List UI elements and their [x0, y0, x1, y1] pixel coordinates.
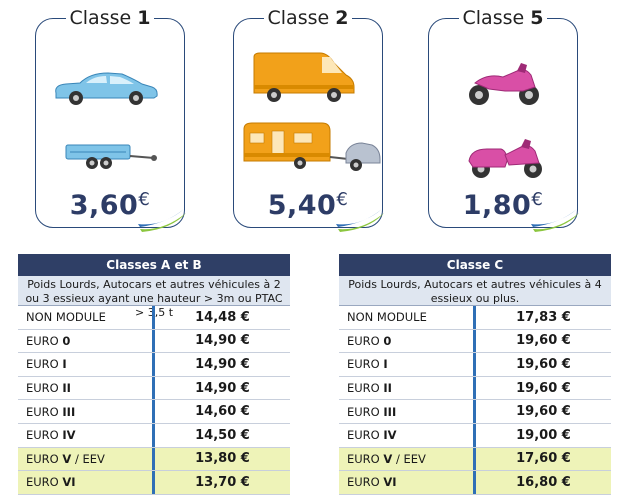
- motorcycle-sidecar-icon: [468, 139, 542, 178]
- table-row: EURO IV 14,50 €: [18, 423, 290, 448]
- caravan-icon: [243, 122, 381, 171]
- row-label: EURO I: [26, 357, 67, 372]
- table-row: NON MODULE 14,48 €: [18, 306, 290, 330]
- column-separator: [473, 376, 476, 400]
- row-price: 19,60 €: [516, 404, 571, 420]
- table-row: EURO I 14,90 €: [18, 353, 290, 377]
- swoosh-logo-icon: [138, 209, 186, 232]
- row-label: EURO III: [26, 404, 76, 419]
- column-separator: [152, 423, 155, 447]
- column-separator: [473, 400, 476, 423]
- table-c-description: Poids Lourds, Autocars et autres véhicul…: [339, 276, 611, 306]
- class-2-card: Classe 2 5,40€: [233, 7, 384, 232]
- row-label: EURO I: [347, 357, 388, 372]
- row-label: NON MODULE: [26, 310, 106, 325]
- column-separator: [473, 447, 476, 471]
- class-1-price: 3,60€: [69, 189, 151, 221]
- table-row: EURO VI 16,80 €: [339, 471, 611, 495]
- table-row: NON MODULE 17,83 €: [339, 306, 611, 330]
- row-label: EURO VI: [26, 475, 76, 490]
- column-separator: [473, 306, 476, 329]
- column-separator: [152, 400, 155, 423]
- table-row: EURO V / EEV 17,60 €: [339, 447, 611, 472]
- row-price: 14,50 €: [195, 427, 250, 443]
- car-icon: [55, 72, 158, 105]
- class-2-title: Classe 2: [234, 6, 382, 30]
- van-icon: [253, 52, 355, 102]
- swoosh-logo-icon: [336, 209, 384, 232]
- row-price: 19,60 €: [516, 356, 571, 372]
- row-price: 19,60 €: [516, 380, 571, 396]
- table-row: EURO II 14,90 €: [18, 376, 290, 401]
- table-row: EURO III 14,60 €: [18, 400, 290, 424]
- table-ab-body: NON MODULE 14,48 € EURO 0 14,90 € EURO I 14,9…: [18, 306, 290, 495]
- table-classes-a-b: Classes A et B Poids Lourds, Autocars et…: [18, 254, 290, 495]
- row-label: EURO II: [347, 381, 392, 396]
- row-price: 14,48 €: [195, 309, 250, 325]
- column-separator: [473, 471, 476, 494]
- row-label: EURO IV: [26, 428, 76, 443]
- class-5-price: 1,80€: [462, 189, 544, 221]
- swoosh-logo-icon: [531, 209, 579, 232]
- table-c-body: NON MODULE 17,83 € EURO 0 19,60 € EURO I 19,6…: [339, 306, 611, 495]
- class-1-title: Classe 1: [36, 6, 184, 30]
- row-label: NON MODULE: [347, 310, 427, 325]
- class-1-card: Classe 1 3,60€: [35, 7, 186, 232]
- column-separator: [152, 471, 155, 494]
- column-separator: [152, 306, 155, 329]
- row-price: 14,90 €: [195, 356, 250, 372]
- table-row: EURO VI 13,70 €: [18, 471, 290, 495]
- column-separator: [473, 329, 476, 353]
- class-2-price: 5,40€: [267, 189, 349, 221]
- table-row: EURO I 19,60 €: [339, 353, 611, 377]
- table-row: EURO 0 14,90 €: [18, 329, 290, 354]
- row-price: 13,70 €: [195, 474, 250, 490]
- row-price: 14,60 €: [195, 404, 250, 420]
- table-ab-header: Classes A et B: [18, 254, 290, 276]
- column-separator: [152, 353, 155, 376]
- table-row: EURO V / EEV 13,80 €: [18, 447, 290, 472]
- class-5-card: Classe 5 1,80€: [428, 7, 579, 232]
- row-label: EURO VI: [347, 475, 397, 490]
- table-row: EURO II 19,60 €: [339, 376, 611, 401]
- row-label: EURO IV: [347, 428, 397, 443]
- row-price: 17,60 €: [516, 451, 571, 467]
- row-price: 16,80 €: [516, 474, 571, 490]
- table-row: EURO 0 19,60 €: [339, 329, 611, 354]
- row-label: EURO V / EEV: [26, 451, 105, 466]
- row-label: EURO III: [347, 404, 397, 419]
- row-label: EURO 0: [26, 333, 71, 348]
- row-label: EURO II: [26, 381, 71, 396]
- column-separator: [152, 447, 155, 471]
- column-separator: [473, 353, 476, 376]
- row-price: 19,00 €: [516, 427, 571, 443]
- column-separator: [152, 376, 155, 400]
- row-price: 17,83 €: [516, 309, 571, 325]
- table-class-c: Classe C Poids Lourds, Autocars et autre…: [339, 254, 611, 495]
- column-separator: [473, 423, 476, 447]
- table-row: EURO IV 19,00 €: [339, 423, 611, 448]
- row-price: 19,60 €: [516, 333, 571, 349]
- motorcycle-icon: [469, 63, 539, 105]
- table-c-header: Classe C: [339, 254, 611, 276]
- row-price: 14,90 €: [195, 380, 250, 396]
- column-separator: [152, 329, 155, 353]
- row-label: EURO 0: [347, 333, 392, 348]
- row-label: EURO V / EEV: [347, 451, 426, 466]
- trailer-icon: [65, 144, 157, 169]
- row-price: 13,80 €: [195, 451, 250, 467]
- table-row: EURO III 19,60 €: [339, 400, 611, 424]
- row-price: 14,90 €: [195, 333, 250, 349]
- table-ab-description: Poids Lourds, Autocars et autres véhicul…: [18, 276, 290, 319]
- class-5-title: Classe 5: [429, 6, 577, 30]
